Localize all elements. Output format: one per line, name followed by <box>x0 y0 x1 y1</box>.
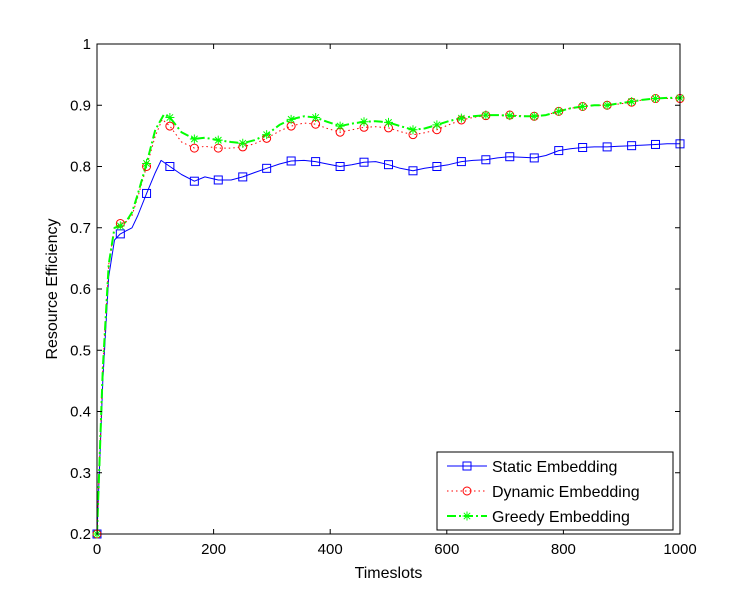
series-layer <box>97 96 680 534</box>
series-2-marker <box>311 113 321 122</box>
series-2-marker <box>529 111 539 121</box>
series-2-marker <box>505 111 515 121</box>
series-0-marker <box>578 143 588 153</box>
series-2-marker <box>456 113 466 123</box>
series-1-marker <box>189 143 199 153</box>
series-0-marker <box>554 146 564 156</box>
y-axis-label: Resource Efficiency <box>44 218 61 359</box>
x-tick-label: 200 <box>201 541 226 558</box>
legend-marker-1 <box>462 486 472 496</box>
series-0-marker <box>311 157 321 167</box>
series-0-marker <box>262 163 272 173</box>
series-2-marker <box>189 134 199 144</box>
series-0-marker <box>432 162 442 171</box>
series-2-marker <box>213 135 223 145</box>
series-0-marker <box>408 166 418 176</box>
legend-label-2: Greedy Embedding <box>492 509 630 526</box>
series-0-marker <box>651 139 661 149</box>
series-2-marker <box>578 101 588 111</box>
series-2-marker <box>602 100 612 110</box>
series-0-marker <box>335 162 345 171</box>
y-tick-label: 0.6 <box>70 281 91 298</box>
series-line-2 <box>97 96 680 534</box>
series-0-marker <box>529 153 539 163</box>
x-tick-label: 0 <box>93 541 101 558</box>
series-2-marker <box>238 138 248 148</box>
series-1-marker <box>165 121 175 131</box>
series-0-marker <box>481 155 491 165</box>
legend-marker-0 <box>462 461 472 471</box>
series-0-marker <box>602 142 612 152</box>
series-2-marker <box>432 120 442 130</box>
series-2-marker <box>142 158 152 168</box>
series-2-marker <box>651 94 661 104</box>
legend-label-0: Static Embedding <box>492 459 617 476</box>
y-tick-label: 0.8 <box>70 159 91 176</box>
x-tick-label: 800 <box>551 541 576 558</box>
series-0-marker <box>627 141 637 151</box>
series-0-marker <box>384 160 393 170</box>
series-0-marker <box>505 152 515 162</box>
series-2-marker <box>335 121 345 131</box>
series-line-1 <box>97 98 680 534</box>
y-tick-label: 1 <box>83 36 91 53</box>
series-2-marker <box>115 221 125 231</box>
tick-layer: 0 200 400 600 800 1000 0.2 0.3 0.4 0.5 0.6 0.7 0.8 0.… <box>70 36 697 558</box>
y-tick-label: 0.2 <box>70 526 91 543</box>
x-axis-label: Timeslots <box>355 565 423 582</box>
series-2-marker <box>554 106 564 116</box>
x-tick-label: 400 <box>318 541 343 558</box>
series-2-marker <box>408 125 418 135</box>
series-2-marker <box>627 97 637 107</box>
y-tick-label: 0.9 <box>70 97 91 114</box>
y-tick-label: 0.3 <box>70 465 91 482</box>
series-0-marker <box>238 172 248 182</box>
y-tick-label: 0.4 <box>70 404 91 421</box>
legend: Static Embedding Dynamic Embedding Greedy … <box>436 451 674 531</box>
series-0-marker <box>213 175 223 185</box>
series-0-marker <box>359 157 369 167</box>
x-tick-label: 600 <box>434 541 459 558</box>
legend-marker-2 <box>462 511 472 521</box>
x-tick-label: 1000 <box>663 541 696 558</box>
series-line-0 <box>97 143 680 534</box>
series-2-marker <box>359 117 369 127</box>
series-0-marker <box>165 162 175 171</box>
series-2-marker <box>165 113 175 122</box>
legend-label-1: Dynamic Embedding <box>492 484 640 501</box>
series-0-marker <box>456 157 466 167</box>
series-2-marker <box>384 117 393 127</box>
series-2-marker <box>481 110 491 120</box>
y-tick-label: 0.5 <box>70 342 91 359</box>
y-tick-label: 0.7 <box>70 220 91 237</box>
series-2-marker <box>262 130 272 140</box>
series-2-marker <box>286 114 296 124</box>
series-0-marker <box>142 188 152 198</box>
series-0-marker <box>286 156 296 166</box>
series-0-marker <box>189 176 199 186</box>
